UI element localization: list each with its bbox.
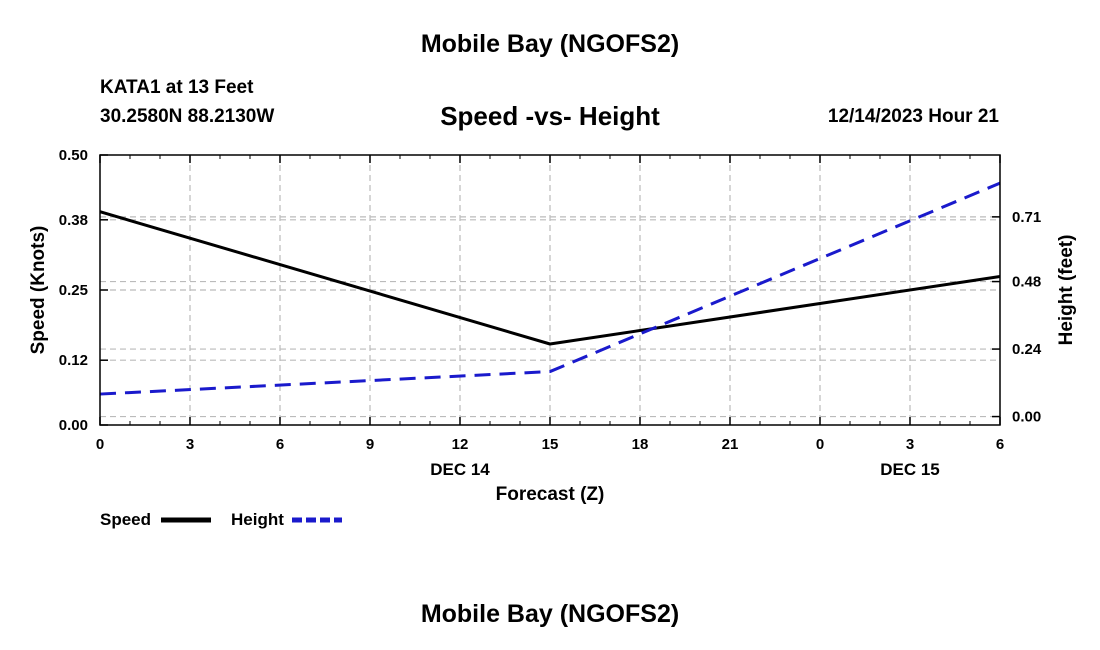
station-label: KATA1 at 13 Feet	[100, 77, 254, 98]
y-axis-label: Speed (Knots)	[28, 226, 49, 355]
series-lines	[99, 181, 1001, 396]
chart-title: Speed -vs- Height	[440, 101, 660, 131]
x-tick-label: 12	[452, 436, 469, 453]
station-coordinates: 30.2580N 88.2130W	[100, 106, 275, 127]
x-day-label: DEC 15	[880, 460, 940, 479]
x-tick-label: 15	[542, 436, 559, 453]
x-tick-label: 21	[722, 436, 739, 453]
y-tick-label: 0.12	[59, 352, 88, 369]
axes: 0 3 6 9 12 15 18 21 0 3 6 DEC 14 DEC 15 0.00 0.12 0.25 0…	[59, 147, 1042, 479]
page-title: Mobile Bay (NGOFS2)	[420, 30, 680, 58]
y2-tick-label: 0.00	[1012, 409, 1041, 426]
x-tick-label: 6	[276, 436, 284, 453]
x-day-label: DEC 14	[430, 460, 490, 479]
y2-axis-label: Height (feet)	[1056, 235, 1077, 346]
x-axis-label: Forecast (Z)	[496, 484, 605, 505]
x-tick-label: 9	[366, 436, 374, 453]
y-tick-label: 0.38	[59, 212, 88, 229]
series-line-speed	[99, 210, 1001, 346]
forecast-datetime: 12/14/2023 Hour 21	[827, 106, 999, 127]
y2-tick-label: 0.48	[1012, 274, 1041, 291]
x-tick-label: 18	[632, 436, 649, 453]
y-tick-label: 0.25	[59, 282, 88, 299]
legend-label-height: Height	[231, 510, 284, 529]
y2-tick-label: 0.71	[1012, 209, 1041, 226]
footer-title: Mobile Bay (NGOFS2)	[420, 600, 680, 628]
x-tick-label: 3	[186, 436, 194, 453]
series-line-height	[99, 181, 1001, 396]
grid-lines	[100, 155, 1000, 425]
legend-label-speed: Speed	[100, 510, 151, 529]
y-tick-label: 0.50	[59, 147, 88, 164]
x-tick-label: 0	[96, 436, 104, 453]
legend: Speed Height	[100, 510, 342, 529]
x-tick-label: 0	[816, 436, 824, 453]
x-tick-label: 6	[996, 436, 1004, 453]
y2-tick-label: 0.24	[1012, 341, 1042, 358]
x-tick-label: 3	[906, 436, 914, 453]
y-tick-label: 0.00	[59, 417, 88, 434]
